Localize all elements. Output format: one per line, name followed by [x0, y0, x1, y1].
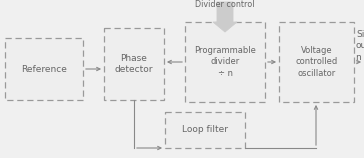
- Text: Loop filter: Loop filter: [182, 125, 228, 134]
- Bar: [185, 22, 265, 102]
- FancyArrow shape: [213, 2, 237, 32]
- Text: Reference: Reference: [21, 64, 67, 73]
- Text: Divider control: Divider control: [195, 0, 255, 9]
- Bar: [5, 38, 83, 100]
- Text: Phase
detector: Phase detector: [115, 54, 153, 74]
- Bar: [279, 22, 354, 102]
- Text: Voltage
controlled
oscillator: Voltage controlled oscillator: [295, 46, 338, 78]
- Bar: [104, 28, 164, 100]
- Text: Programmable
divider
÷ n: Programmable divider ÷ n: [194, 46, 256, 78]
- Bar: [165, 112, 245, 148]
- Text: Signal
output
n x f: Signal output n x f: [356, 30, 364, 62]
